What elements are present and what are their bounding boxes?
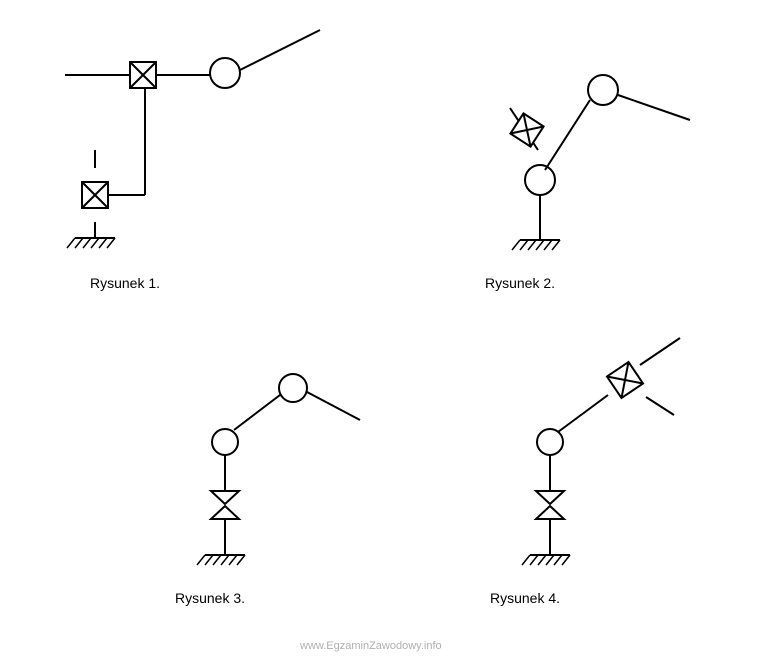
canvas: Rysunek 1. Rysunek 2. Rysunek 3. Rysunek…: [0, 0, 760, 656]
caption-1: Rysunek 1.: [90, 275, 160, 291]
caption-4: Rysunek 4.: [490, 590, 560, 606]
caption-2: Rysunek 2.: [485, 275, 555, 291]
caption-3: Rysunek 3.: [175, 590, 245, 606]
diagram-svg: [0, 0, 760, 656]
watermark: www.EgzaminZawodowy.info: [300, 640, 442, 652]
